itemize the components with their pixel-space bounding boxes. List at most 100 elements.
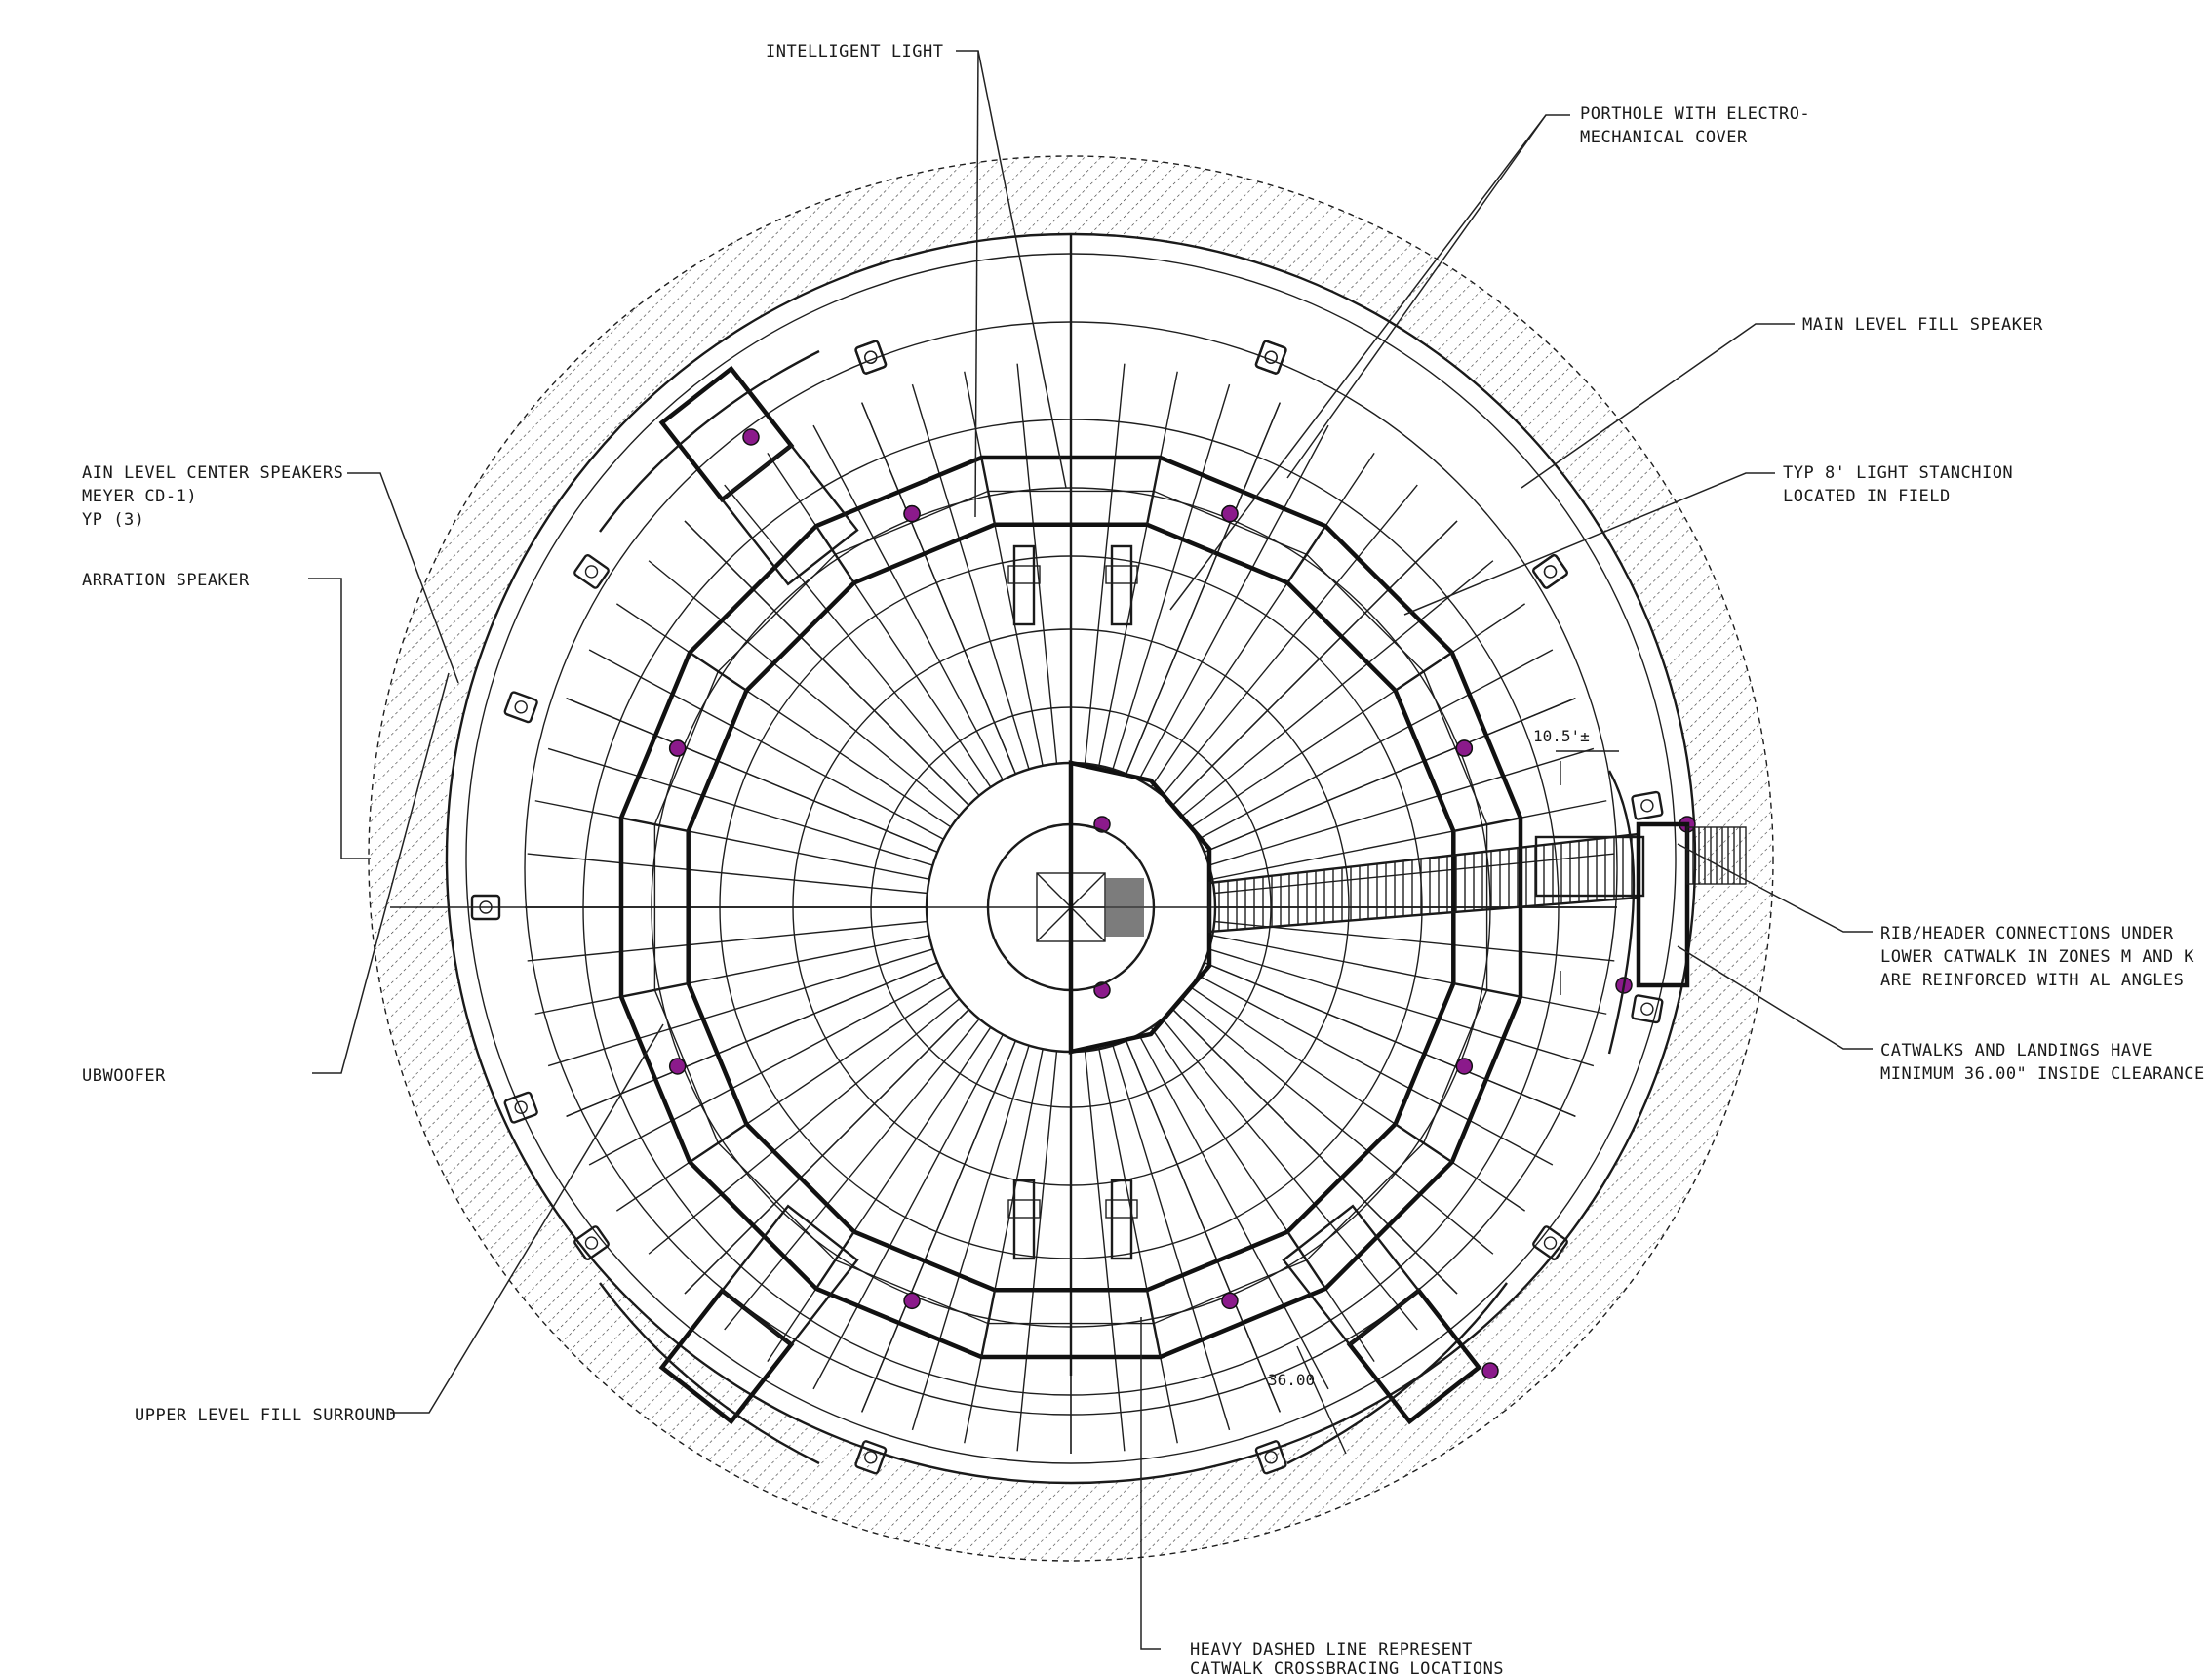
stanchion-marker [1481, 1362, 1499, 1379]
label-upper-fill: UPPER LEVEL FILL SURROUND [135, 1406, 396, 1425]
catwalk-joint [1145, 457, 1162, 525]
label-dashed-line-2: CATWALK CROSSBRACING LOCATIONS [1190, 1659, 1504, 1678]
rib-line [964, 1049, 1044, 1444]
speaker-cone [1640, 799, 1654, 813]
rib-line [615, 603, 952, 828]
catwalk-joint [1453, 981, 1521, 998]
rib-line [1162, 1018, 1418, 1331]
speaker-cone [1543, 565, 1558, 579]
rib-line [1208, 747, 1595, 866]
catwalk-joint [689, 651, 748, 692]
rib-line [527, 853, 928, 895]
dimension-bottom: 36.00 [1268, 1345, 1347, 1455]
fixture-head [1007, 1199, 1041, 1219]
speaker-cone [864, 350, 878, 364]
main-rib-line [861, 402, 1017, 775]
main-rib-line [1204, 961, 1576, 1117]
label-stanchion-1: TYP 8' LIGHT STANCHION [1783, 463, 2013, 483]
speaker-cone [1264, 350, 1278, 364]
catwalk-joint [814, 525, 855, 584]
stanchion-marker [668, 1058, 687, 1075]
stair-landing-nw [658, 365, 859, 586]
main-rib-line [566, 961, 938, 1117]
rib-line [767, 1026, 992, 1363]
central-hub [925, 760, 1217, 1055]
fixture-head [1007, 565, 1041, 584]
main-rib-line [684, 520, 969, 806]
rib-line [1112, 1045, 1231, 1431]
rib-line [812, 1034, 1004, 1390]
label-porthole-1: PORTHOLE WITH ELECTRO- [1580, 104, 1810, 124]
speaker-cone [584, 1236, 599, 1250]
rib-line [724, 484, 980, 797]
dimension-right-text: 10.5'± [1533, 727, 1590, 745]
speaker-cone [479, 900, 493, 914]
label-rib-header-1: RIB/HEADER CONNECTIONS UNDER [1880, 924, 2174, 943]
speaker-icon [854, 1440, 888, 1475]
speaker-icon [470, 894, 501, 921]
stanchion-marker [1455, 1058, 1474, 1075]
label-center-speakers-3: YP (3) [82, 510, 144, 530]
speaker-body [854, 1440, 888, 1475]
east-landing [1534, 821, 1747, 988]
catwalk-joint [814, 1230, 855, 1290]
label-main-fill-speaker: MAIN LEVEL FILL SPEAKER [1802, 315, 2043, 335]
speaker-body [1532, 1225, 1568, 1260]
speaker-body [1532, 554, 1568, 589]
light-fixture-icon [1105, 544, 1138, 626]
main-rib-line [1172, 1009, 1458, 1295]
label-dashed-line-1: HEAVY DASHED LINE REPRESENT [1190, 1640, 1473, 1659]
rib-line [1138, 424, 1329, 780]
catwalk-joint [1286, 525, 1327, 584]
speaker-cone [514, 700, 528, 714]
label-rib-header-2: LOWER CATWALK IN ZONES M AND K [1880, 947, 2194, 967]
catwalk-ring [618, 455, 1523, 1360]
speaker-cone [864, 1451, 878, 1464]
rib-line [547, 948, 933, 1067]
stanchion-marker [903, 1292, 921, 1310]
rib-line [534, 800, 929, 880]
rib-line [648, 998, 961, 1255]
rib-line [767, 452, 992, 788]
speaker-icon [573, 1225, 610, 1260]
dimension-bottom-text: 36.00 [1268, 1371, 1315, 1389]
rib-line [964, 371, 1044, 766]
catwalk-joint [1394, 651, 1453, 692]
label-stanchion-2: LOCATED IN FIELD [1783, 487, 1951, 506]
stanchion-marker [1221, 504, 1239, 523]
stanchion-marker [1455, 739, 1474, 757]
speaker-body [573, 554, 610, 589]
label-rib-header-3: ARE REINFORCED WITH AL ANGLES [1880, 971, 2184, 990]
rib-line [1190, 986, 1526, 1212]
catwalk-joint [980, 457, 997, 525]
catwalk-joint [1394, 1123, 1453, 1164]
rib-line [1016, 363, 1058, 764]
speaker-cone [584, 565, 599, 579]
rib-line [615, 986, 952, 1212]
rib-line [911, 383, 1030, 770]
stanchion-marker [668, 739, 687, 757]
rib-line [1084, 1051, 1126, 1452]
rib-line [1198, 975, 1554, 1166]
rib-line [1181, 998, 1494, 1255]
speaker-body [854, 340, 888, 375]
rib-line [534, 935, 929, 1015]
device-symbols [470, 340, 1664, 1475]
stair-landing-sw [658, 1204, 859, 1425]
rib-line [588, 975, 944, 1166]
rib-line [1098, 1049, 1178, 1444]
radial-bridge [1207, 832, 1640, 934]
speaker-body [1254, 340, 1287, 375]
rib-line [1150, 1026, 1375, 1363]
fixture-body [1110, 544, 1133, 626]
speaker-icon [573, 554, 610, 589]
label-subwoofer: UBWOOFER [82, 1066, 166, 1086]
speaker-cone [1543, 1236, 1558, 1250]
rib-line [1098, 371, 1178, 766]
fixture-body [1012, 544, 1036, 626]
speaker-icon [854, 340, 888, 375]
speaker-body [470, 894, 501, 921]
light-fixture-icon [1007, 1179, 1041, 1260]
rib-line [588, 649, 944, 840]
speaker-icon [1532, 554, 1568, 589]
